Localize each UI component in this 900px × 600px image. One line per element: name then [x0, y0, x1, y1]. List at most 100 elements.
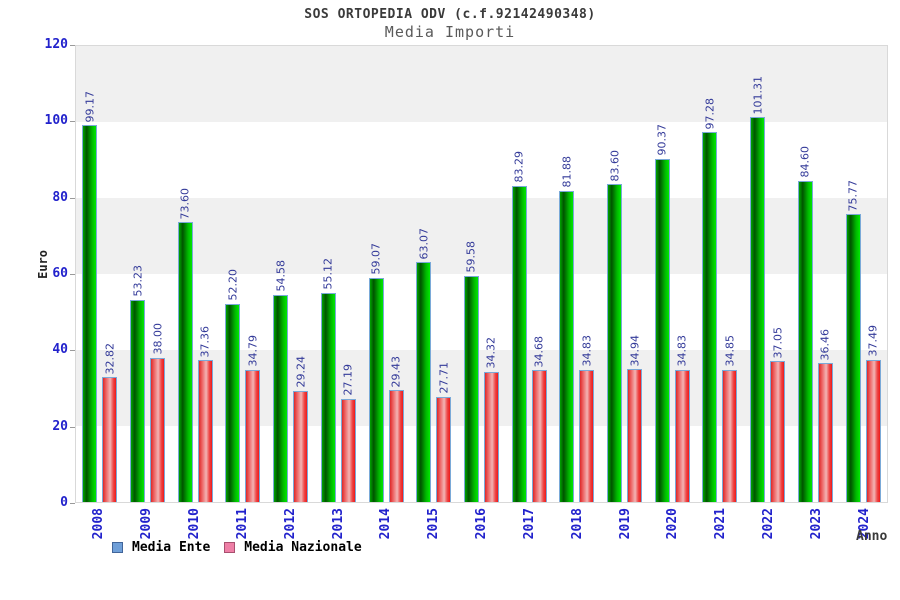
- bar-media-ente-2012: 54.58: [273, 260, 289, 502]
- bar-media-ente-2021: 97.28: [702, 98, 718, 502]
- bar-media-nazionale-2016: 34.32: [483, 337, 499, 502]
- x-tick-label: 2011: [234, 508, 250, 540]
- x-tick-label: 2018: [569, 508, 585, 540]
- bar-value-label: 101.31: [751, 75, 765, 115]
- bar-media-nazionale-2014: 29.43: [388, 356, 404, 502]
- bar-value-label: 63.07: [417, 227, 431, 260]
- x-slot: 2017: [505, 508, 553, 539]
- x-slot: 2008: [75, 508, 123, 539]
- bar-value-label: 34.79: [246, 335, 260, 367]
- bar-value-label: 52.20: [226, 269, 240, 301]
- chart-title: SOS ORTOPEDIA ODV (c.f.92142490348): [304, 7, 596, 22]
- legend-item-media-ente: Media Ente: [112, 540, 210, 555]
- x-tick-label: 2014: [378, 508, 394, 540]
- x-tick-label: 2009: [139, 508, 155, 540]
- bar-media-nazionale-2015: 27.71: [436, 362, 452, 502]
- bar-media-ente-2018: 81.88: [559, 156, 575, 502]
- bar-media-nazionale-2011: 34.79: [245, 335, 261, 502]
- x-slot: 2009: [123, 508, 171, 539]
- legend-swatch-media-ente-icon: [112, 542, 123, 553]
- x-slot: 2020: [649, 508, 697, 539]
- bar-group-2017: 83.29 34.68: [505, 46, 553, 502]
- legend-item-media-nazionale: Media Nazionale: [224, 540, 362, 555]
- bar-group-2021: 97.28 34.85: [696, 46, 744, 502]
- x-tick-label: 2012: [282, 508, 298, 540]
- bar-media-nazionale-2022: 37.05: [770, 327, 786, 502]
- bar-group-2020: 90.37 34.83: [648, 46, 696, 502]
- bar-media-ente-2017: 83.29: [511, 151, 527, 502]
- bar-media-ente-2015: 63.07: [416, 228, 432, 502]
- bar-media-nazionale-2023: 36.46: [817, 329, 833, 502]
- bar-group-2009: 53.23 38.00: [124, 46, 172, 502]
- bar-media-ente-2024: 75.77: [845, 180, 861, 502]
- bar-media-ente-2020: 90.37: [654, 124, 670, 502]
- bar-group-2024: 75.77 37.49: [839, 46, 887, 502]
- bar-value-label: 59.07: [369, 243, 383, 275]
- bar-group-2022: 101.31 37.05: [744, 46, 792, 502]
- x-slot: 2012: [266, 508, 314, 539]
- x-slot: 2016: [458, 508, 506, 539]
- bar-value-label: 81.88: [560, 156, 574, 188]
- bar-media-nazionale-2012: 29.24: [293, 356, 309, 502]
- x-tick-label: 2015: [426, 508, 442, 540]
- y-tick-label: 80: [52, 189, 68, 205]
- x-slot: 2023: [792, 508, 840, 539]
- bar-value-label: 53.23: [131, 265, 145, 297]
- bar-group-2014: 59.07 29.43: [362, 46, 410, 502]
- x-tick-label: 2022: [761, 508, 776, 540]
- bar-value-label: 54.58: [274, 260, 288, 292]
- x-tick-label: 2020: [665, 508, 681, 540]
- bar-value-label: 29.43: [389, 355, 403, 388]
- bar-value-label: 27.71: [437, 362, 451, 394]
- bar-media-ente-2009: 53.23: [130, 265, 146, 502]
- y-tick-mark: [70, 427, 75, 428]
- bar-value-label: 34.68: [532, 335, 546, 368]
- plot-area: 99.17 32.82 53.23 38.00 73.60 37.36 52.20 34.79…: [75, 45, 888, 503]
- y-tick-label: 20: [52, 418, 68, 434]
- bar-media-ente-2011: 52.20: [225, 269, 241, 502]
- y-tick-mark: [70, 121, 75, 122]
- y-tick-label: 120: [44, 37, 68, 52]
- y-tick-label: 0: [60, 495, 68, 510]
- bar-group-2016: 59.58 34.32: [458, 46, 506, 502]
- bar-media-nazionale-2008: 32.82: [102, 343, 118, 502]
- bar-group-2010: 73.60 37.36: [171, 46, 219, 502]
- bar-media-nazionale-2010: 37.36: [197, 326, 213, 502]
- bar-value-label: 34.32: [484, 337, 498, 369]
- bar-value-label: 99.17: [83, 90, 97, 123]
- y-tick-mark: [70, 503, 75, 504]
- x-slot: 2015: [410, 508, 458, 539]
- bar-media-nazionale-2019: 34.94: [627, 335, 643, 502]
- bar-media-ente-2016: 59.58: [463, 241, 479, 502]
- bar-media-nazionale-2018: 34.83: [579, 335, 595, 502]
- bar-media-ente-2019: 83.60: [607, 150, 623, 502]
- bar-value-label: 37.49: [866, 325, 880, 357]
- chart-subtitle: Media Importi: [384, 23, 516, 41]
- bar-value-label: 34.83: [675, 335, 689, 367]
- bar-media-ente-2022: 101.31: [750, 76, 766, 502]
- bar-value-label: 97.28: [703, 97, 717, 130]
- y-tick-mark: [70, 350, 75, 351]
- bar-media-ente-2013: 55.12: [320, 258, 336, 502]
- y-tick-mark: [70, 274, 75, 275]
- y-tick-label: 60: [52, 266, 68, 281]
- x-tick-label: 2017: [521, 508, 537, 540]
- bar-media-nazionale-2009: 38.00: [150, 323, 166, 502]
- bar-value-label: 34.85: [723, 335, 737, 367]
- y-tick-mark: [70, 198, 75, 199]
- x-slot: 2013: [314, 508, 362, 539]
- bar-media-nazionale-2021: 34.85: [722, 335, 738, 502]
- bar-group-2023: 84.60 36.46: [792, 46, 840, 502]
- y-tick-label: 40: [52, 342, 68, 358]
- bar-value-label: 34.94: [628, 334, 642, 367]
- y-tick-mark: [70, 45, 75, 46]
- bar-value-label: 73.60: [178, 187, 192, 220]
- x-slot: 2019: [601, 508, 649, 539]
- x-tick-label: 2013: [330, 508, 346, 540]
- x-tick-label: 2010: [187, 508, 203, 540]
- legend-label-media-nazionale: Media Nazionale: [244, 540, 362, 555]
- bar-group-2018: 81.88 34.83: [553, 46, 601, 502]
- bar-value-label: 90.37: [655, 124, 669, 156]
- bar-value-label: 75.77: [846, 179, 860, 212]
- bar-value-label: 29.24: [294, 356, 308, 388]
